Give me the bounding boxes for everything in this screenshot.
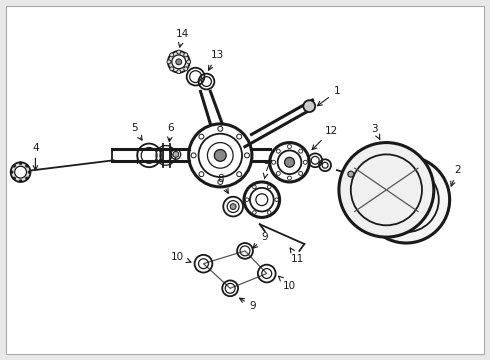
Circle shape bbox=[13, 177, 16, 180]
Circle shape bbox=[191, 153, 196, 158]
Circle shape bbox=[199, 172, 204, 177]
Circle shape bbox=[167, 60, 171, 64]
Circle shape bbox=[245, 198, 249, 202]
Text: 7: 7 bbox=[264, 163, 270, 179]
Circle shape bbox=[339, 143, 434, 237]
Circle shape bbox=[268, 185, 271, 189]
Circle shape bbox=[170, 53, 174, 57]
Circle shape bbox=[177, 70, 181, 74]
Circle shape bbox=[303, 100, 315, 112]
Text: 5: 5 bbox=[131, 123, 142, 140]
Text: 4: 4 bbox=[32, 143, 39, 170]
Circle shape bbox=[218, 180, 223, 184]
Text: 9: 9 bbox=[240, 298, 256, 311]
Circle shape bbox=[15, 166, 26, 178]
Circle shape bbox=[170, 67, 174, 71]
Circle shape bbox=[285, 157, 294, 167]
Circle shape bbox=[25, 165, 28, 167]
Circle shape bbox=[19, 162, 22, 165]
Circle shape bbox=[173, 152, 179, 157]
Circle shape bbox=[13, 165, 16, 167]
Circle shape bbox=[271, 160, 276, 164]
Circle shape bbox=[28, 171, 31, 174]
Text: 14: 14 bbox=[176, 29, 189, 47]
Circle shape bbox=[268, 211, 271, 214]
Circle shape bbox=[184, 53, 188, 57]
Circle shape bbox=[276, 171, 280, 175]
Circle shape bbox=[299, 171, 303, 175]
Text: 12: 12 bbox=[312, 126, 338, 150]
Circle shape bbox=[168, 51, 190, 73]
Circle shape bbox=[299, 149, 303, 153]
Text: 13: 13 bbox=[208, 50, 224, 70]
Circle shape bbox=[237, 172, 242, 177]
Circle shape bbox=[19, 180, 22, 183]
Circle shape bbox=[253, 185, 256, 189]
Circle shape bbox=[303, 160, 307, 164]
Circle shape bbox=[288, 145, 292, 148]
Text: 10: 10 bbox=[278, 276, 296, 291]
Circle shape bbox=[25, 177, 28, 180]
Circle shape bbox=[199, 134, 204, 139]
Circle shape bbox=[218, 126, 223, 131]
Circle shape bbox=[275, 198, 278, 202]
Circle shape bbox=[348, 171, 354, 177]
Circle shape bbox=[11, 162, 30, 182]
Text: 8: 8 bbox=[217, 174, 228, 193]
Circle shape bbox=[256, 194, 268, 206]
Text: 3: 3 bbox=[371, 124, 380, 139]
Text: 1: 1 bbox=[318, 86, 340, 106]
Text: 11: 11 bbox=[290, 248, 304, 264]
Circle shape bbox=[184, 67, 188, 71]
Text: 2: 2 bbox=[451, 165, 461, 186]
Circle shape bbox=[172, 55, 186, 69]
Circle shape bbox=[237, 134, 242, 139]
Circle shape bbox=[177, 50, 181, 54]
Circle shape bbox=[214, 149, 226, 161]
Circle shape bbox=[176, 59, 182, 65]
Circle shape bbox=[10, 171, 13, 174]
Text: 10: 10 bbox=[171, 252, 191, 262]
Circle shape bbox=[363, 156, 450, 243]
Circle shape bbox=[245, 153, 249, 158]
Circle shape bbox=[230, 204, 236, 210]
Text: 9: 9 bbox=[253, 232, 268, 248]
Circle shape bbox=[288, 176, 292, 180]
Circle shape bbox=[187, 60, 191, 64]
Circle shape bbox=[276, 149, 280, 153]
Text: 6: 6 bbox=[168, 123, 174, 141]
Circle shape bbox=[253, 211, 256, 214]
